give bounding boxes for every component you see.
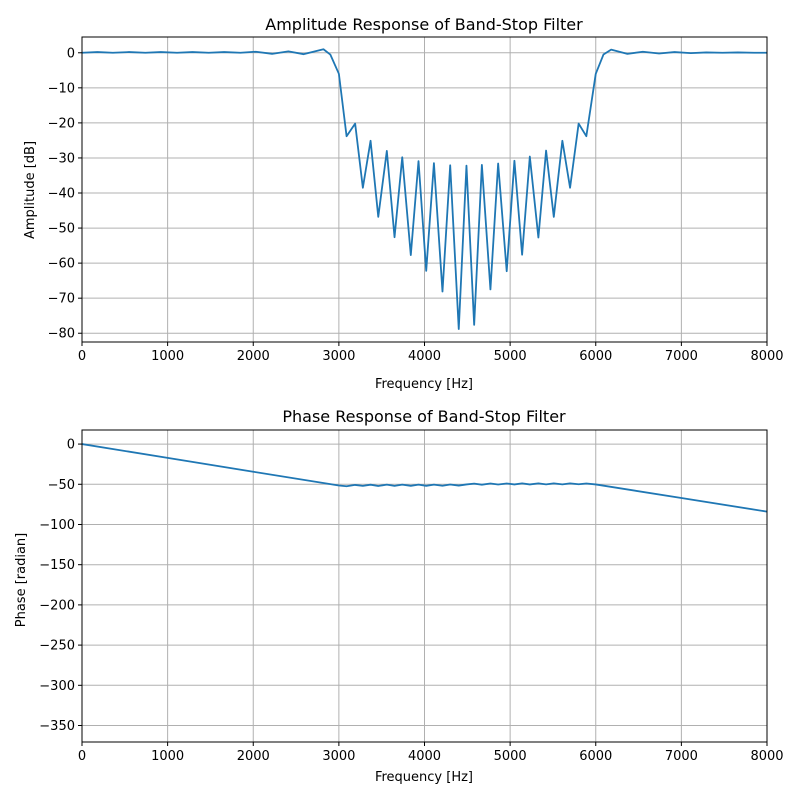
amplitude-x-tick-label: 4000 xyxy=(408,349,441,364)
amplitude-y-tick-label: −70 xyxy=(48,292,75,307)
amplitude-x-axis-label: Frequency [Hz] xyxy=(375,377,473,392)
amplitude-x-tick-label: 7000 xyxy=(665,349,698,364)
amplitude-y-tick-label: −10 xyxy=(48,81,75,96)
phase-plot-title: Phase Response of Band-Stop Filter xyxy=(282,407,566,426)
amplitude-y-axis-label: Amplitude [dB] xyxy=(23,141,38,239)
phase-y-axis-label: Phase [radian] xyxy=(14,533,29,627)
amplitude-plot-title: Amplitude Response of Band-Stop Filter xyxy=(265,15,583,34)
phase-x-tick-label: 6000 xyxy=(579,749,612,764)
amplitude-x-tick-label: 1000 xyxy=(151,349,184,364)
phase-plot: Phase Response of Band-Stop Filter 0 1000… xyxy=(14,407,784,785)
phase-x-axis-label: Frequency [Hz] xyxy=(375,770,473,785)
phase-y-tick-label: −200 xyxy=(39,598,75,613)
phase-x-tick-label: 5000 xyxy=(494,749,527,764)
phase-x-tick-label: 1000 xyxy=(151,749,184,764)
amplitude-y-tick-label: −40 xyxy=(48,187,75,202)
phase-series-line xyxy=(82,443,767,513)
amplitude-x-tick-label: 0 xyxy=(78,349,86,364)
amplitude-x-tick-label: 5000 xyxy=(494,349,527,364)
amplitude-plot: Amplitude Response of Band-Stop Filter 0… xyxy=(23,15,784,392)
phase-x-tick-label: 3000 xyxy=(322,749,355,764)
amplitude-series-line xyxy=(82,48,767,330)
amplitude-x-tick-label: 3000 xyxy=(322,349,355,364)
phase-y-tick-label: −100 xyxy=(39,518,75,533)
amplitude-y-tick-label: −60 xyxy=(48,257,75,272)
phase-y-tick-label: −50 xyxy=(48,478,75,493)
amplitude-x-tick-label: 8000 xyxy=(750,349,783,364)
amplitude-y-tick-label: −80 xyxy=(48,327,75,342)
amplitude-x-tick-label: 6000 xyxy=(579,349,612,364)
phase-x-tick-label: 2000 xyxy=(237,749,270,764)
phase-x-tick-label: 0 xyxy=(78,749,86,764)
amplitude-x-tick-label: 2000 xyxy=(237,349,270,364)
phase-x-tick-label: 4000 xyxy=(408,749,441,764)
amplitude-y-tick-label: −20 xyxy=(48,116,75,131)
phase-y-tick-label: 0 xyxy=(67,438,75,453)
phase-x-tick-label: 7000 xyxy=(665,749,698,764)
phase-y-tick-label: −300 xyxy=(39,679,75,694)
phase-y-tick-label: −250 xyxy=(39,639,75,654)
amplitude-y-tick-label: −30 xyxy=(48,151,75,166)
phase-x-tick-label: 8000 xyxy=(750,749,783,764)
phase-y-tick-label: −350 xyxy=(39,719,75,734)
amplitude-y-tick-label: −50 xyxy=(48,222,75,237)
phase-y-tick-label: −150 xyxy=(39,558,75,573)
amplitude-y-tick-label: 0 xyxy=(67,46,75,61)
